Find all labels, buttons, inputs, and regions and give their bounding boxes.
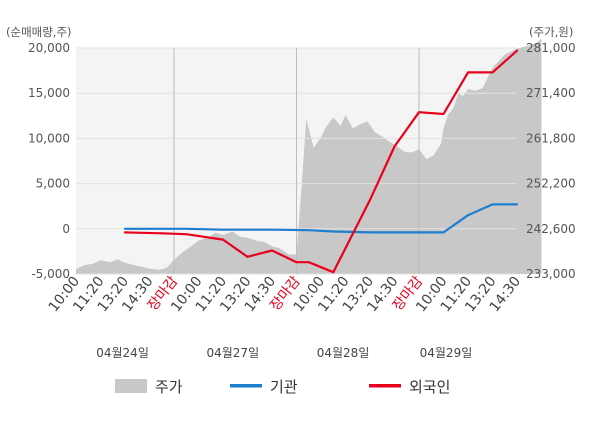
right-axis-unit: (주가,원) — [529, 25, 573, 39]
left-tick-label: 10,000 — [28, 131, 70, 145]
legend-swatch-price — [115, 379, 147, 393]
right-axis-ticks: 281,000 271,400 261,800 252,200 242,600 233,0… — [526, 41, 576, 281]
right-tick-label: 242,600 — [526, 222, 576, 236]
legend-label: 외국인 — [409, 378, 450, 396]
price-area-layer — [76, 38, 542, 274]
right-tick-label: 271,400 — [526, 86, 576, 100]
series-line-institution — [123, 203, 519, 234]
left-tick-label: 15,000 — [28, 86, 70, 100]
left-tick-label: -5,000 — [31, 267, 70, 281]
left-axis-ticks: 20,000 15,000 10,000 5,000 0 -5,000 — [28, 41, 70, 281]
date-label: 04월27일 — [206, 346, 259, 360]
grid-layer — [76, 47, 517, 275]
left-axis-unit: (순매매량,주) — [6, 25, 72, 39]
date-label: 04월29일 — [420, 346, 473, 360]
right-tick-label: 261,800 — [526, 131, 576, 145]
legend-swatch-institution — [230, 384, 262, 388]
date-label: 04월28일 — [317, 346, 370, 360]
right-tick-label: 281,000 — [526, 41, 576, 55]
x-axis-ticks: 10:0011:2013:2014:30장마감10:0011:2013:2014… — [46, 274, 524, 316]
price-area — [76, 38, 542, 274]
series-line-foreign — [123, 49, 519, 274]
legend: 주가 기관 외국인 — [115, 378, 450, 396]
right-tick-label: 252,200 — [526, 177, 576, 191]
left-tick-label: 0 — [62, 222, 70, 236]
left-tick-label: 5,000 — [36, 177, 70, 191]
right-tick-label: 233,000 — [526, 267, 576, 281]
investor-lines-layer — [123, 49, 519, 274]
legend-label: 기관 — [270, 378, 298, 396]
legend-swatch-foreign — [369, 384, 401, 388]
left-tick-label: 20,000 — [28, 41, 70, 55]
date-labels: 04월24일 04월27일 04월28일 04월29일 — [96, 346, 472, 360]
date-label: 04월24일 — [96, 346, 149, 360]
legend-label: 주가 — [155, 378, 183, 396]
